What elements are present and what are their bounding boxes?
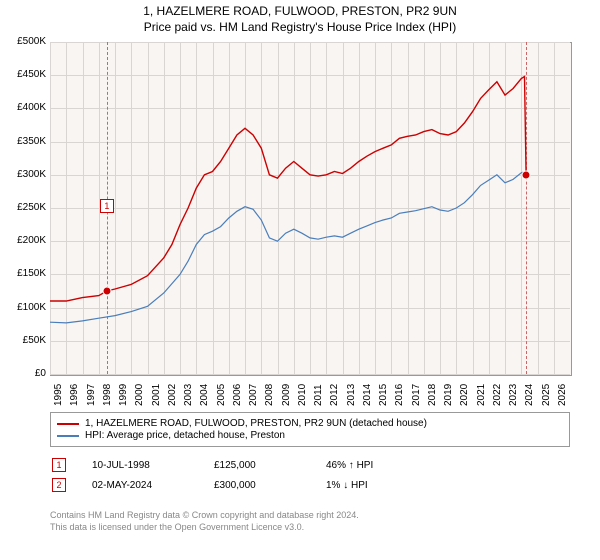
- chart-container: 1, HAZELMERE ROAD, FULWOOD, PRESTON, PR2…: [0, 0, 600, 560]
- event-point-marker: [522, 170, 531, 179]
- series-line: [50, 77, 526, 302]
- line-series-svg: [0, 0, 600, 560]
- event-point-marker: [102, 287, 111, 296]
- series-line: [50, 172, 526, 323]
- event-marker-box: 1: [100, 199, 114, 213]
